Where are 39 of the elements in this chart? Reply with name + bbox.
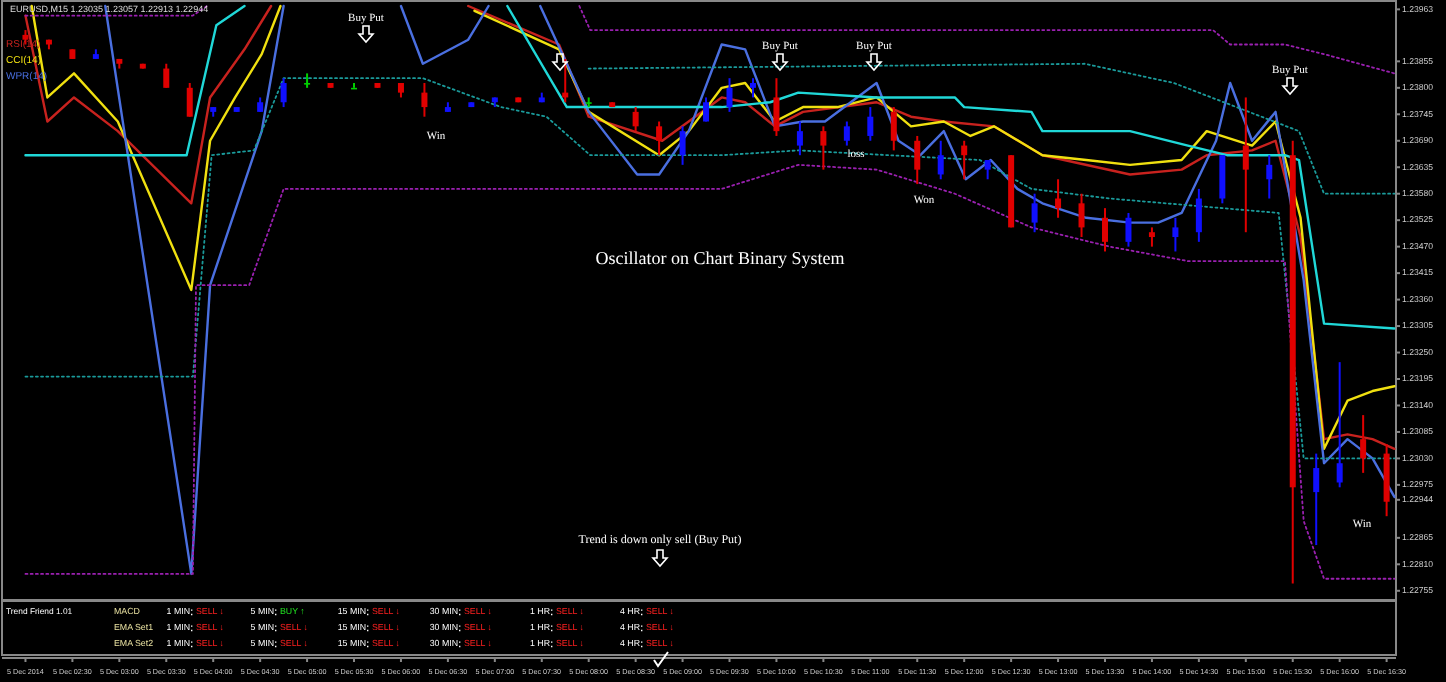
candlestick xyxy=(984,159,991,181)
candlestick xyxy=(843,120,850,147)
candlestick xyxy=(961,139,968,181)
candlestick xyxy=(937,139,944,181)
candlestick xyxy=(796,120,803,157)
candlestick xyxy=(1055,178,1062,219)
candlestick xyxy=(304,72,311,89)
candlestick xyxy=(749,77,756,99)
candlestick xyxy=(1219,154,1226,205)
candlestick xyxy=(1031,192,1038,234)
candlestick xyxy=(1360,414,1367,474)
text: Oscillator on Chart Binary System xyxy=(595,248,845,268)
candlestick xyxy=(421,82,428,118)
candlestick xyxy=(186,82,193,118)
line-series xyxy=(24,163,1396,580)
candlestick xyxy=(656,120,663,157)
candlestick xyxy=(679,125,686,166)
candlestick xyxy=(1242,96,1249,234)
candlestick xyxy=(1313,452,1320,547)
line-series xyxy=(24,77,1396,460)
candlestick xyxy=(1125,211,1132,248)
candlestick xyxy=(820,125,827,171)
candlestick xyxy=(773,77,780,137)
candlestick xyxy=(1336,361,1343,489)
candlestick xyxy=(890,106,897,152)
candlestick xyxy=(1102,207,1108,253)
line-series xyxy=(587,62,1396,195)
candlestick xyxy=(163,62,170,89)
candlestick xyxy=(914,134,921,186)
candlestick xyxy=(703,96,710,123)
candlestick xyxy=(1266,154,1273,200)
candlestick xyxy=(726,77,733,113)
candlestick xyxy=(1078,192,1085,239)
candlestick xyxy=(1148,226,1155,248)
candlestick xyxy=(1172,216,1179,253)
candlestick xyxy=(1195,187,1202,243)
candlestick xyxy=(280,77,287,109)
candlestick xyxy=(867,106,874,142)
candlestick xyxy=(632,106,639,133)
